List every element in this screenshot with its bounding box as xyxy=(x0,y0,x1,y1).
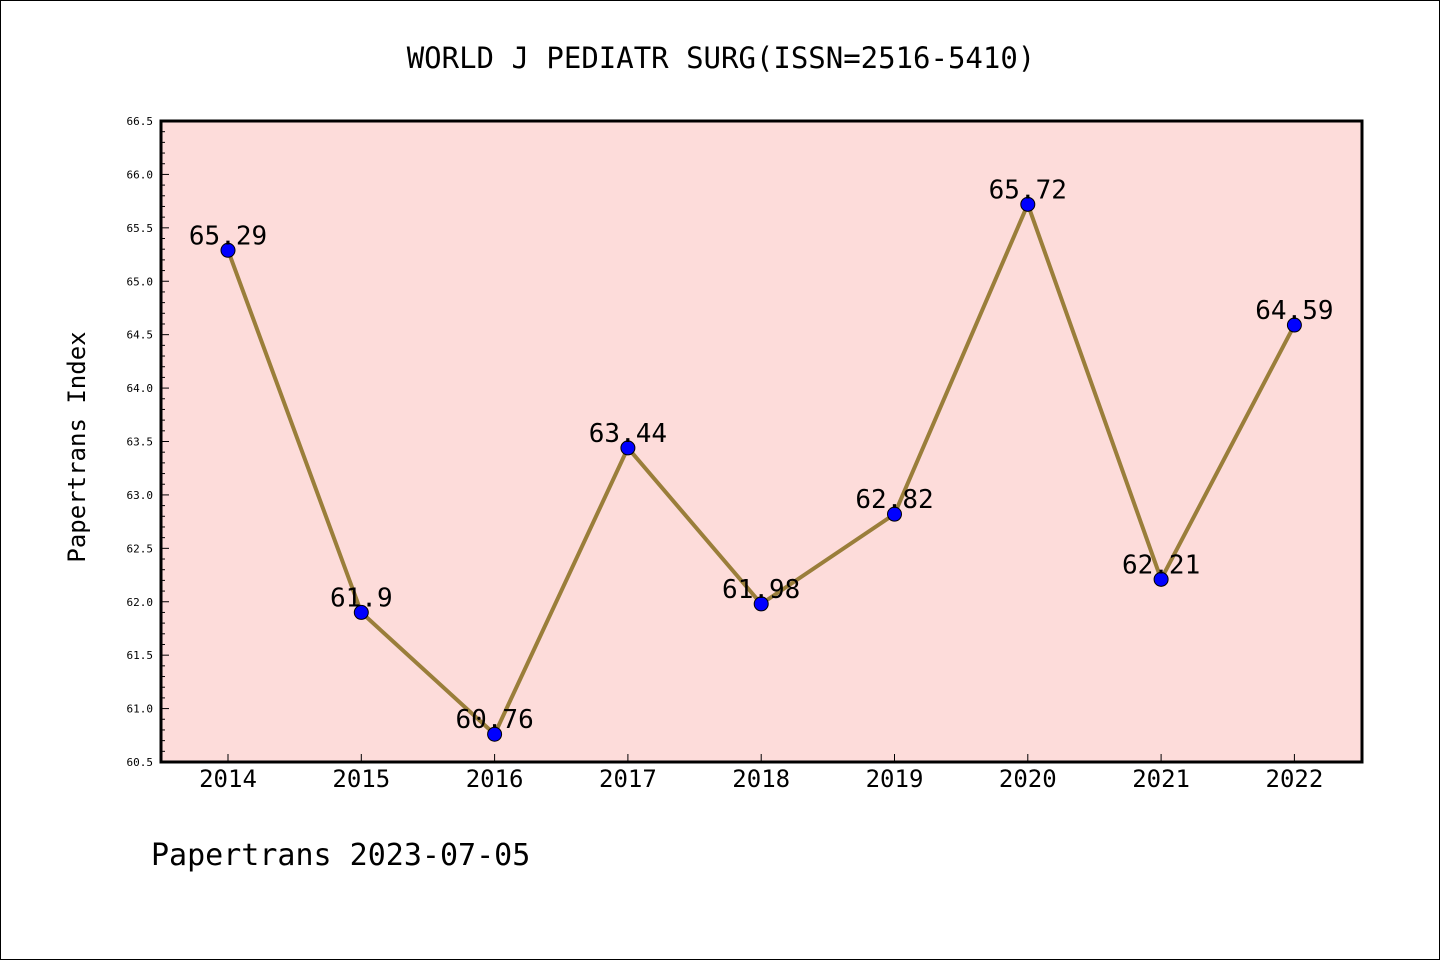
plot-area xyxy=(159,119,1364,764)
data-labels: 65.29 61.9 60.76 63.44 61.98 62.82 65.72 62.21 6… xyxy=(189,175,1334,735)
data-label: 61.98 xyxy=(722,575,800,605)
y-tick-label: 64.5 xyxy=(127,329,154,342)
x-tick-label: 2021 xyxy=(1132,765,1190,793)
y-tick-label: 61.0 xyxy=(127,703,154,716)
y-tick-label: 63.5 xyxy=(127,436,154,449)
y-tick-label: 62.0 xyxy=(127,596,154,609)
y-tick-label: 60.5 xyxy=(127,756,154,769)
data-point xyxy=(887,506,902,522)
y-tick-label: 66.5 xyxy=(127,115,154,128)
data-label: 60.76 xyxy=(455,705,533,735)
data-point xyxy=(220,242,236,258)
data-label: 65.72 xyxy=(989,175,1067,205)
y-tick-label: 66.0 xyxy=(127,168,154,181)
chart-title: WORLD J PEDIATR SURG(ISSN=2516-5410) xyxy=(407,41,1036,75)
data-point xyxy=(753,596,769,612)
footer-date: Papertrans 2023-07-05 xyxy=(151,838,530,873)
data-point xyxy=(487,726,503,742)
x-tick-label: 2015 xyxy=(332,765,390,793)
y-tick-label: 64.0 xyxy=(127,382,154,395)
data-label: 61.9 xyxy=(330,583,393,613)
data-label: 62.82 xyxy=(855,485,933,515)
x-tick-label: 2020 xyxy=(999,765,1057,793)
data-point xyxy=(620,440,636,456)
y-axis: 60.5 61.0 61.5 62.0 62.5 63.0 63.5 64.0 64.5 65.0… xyxy=(127,115,169,769)
data-label: 65.29 xyxy=(189,221,267,251)
x-tick-label: 2017 xyxy=(599,765,657,793)
series-line-group xyxy=(220,196,1302,742)
data-label: 62.21 xyxy=(1122,550,1200,580)
data-label: 63.44 xyxy=(589,419,667,449)
y-tick-label: 63.0 xyxy=(127,489,154,502)
x-tick-label: 2019 xyxy=(866,765,924,793)
x-tick-label: 2014 xyxy=(199,765,257,793)
y-tick-label: 65.0 xyxy=(127,275,154,288)
data-point xyxy=(1286,317,1302,333)
data-point xyxy=(1020,196,1036,212)
y-tick-label: 61.5 xyxy=(127,649,154,662)
y-tick-label: 62.5 xyxy=(127,542,154,555)
data-label: 64.59 xyxy=(1255,296,1333,326)
y-axis-label: Papertrans Index xyxy=(63,331,91,562)
data-point xyxy=(1153,571,1169,587)
x-tick-label: 2018 xyxy=(732,765,790,793)
data-point xyxy=(353,604,369,620)
x-axis: 2014 2015 2016 2017 2018 2019 2020 2021 2022 xyxy=(199,754,1323,793)
x-tick-label: 2022 xyxy=(1266,765,1324,793)
x-tick-label: 2016 xyxy=(466,765,524,793)
y-tick-label: 65.5 xyxy=(127,222,154,235)
